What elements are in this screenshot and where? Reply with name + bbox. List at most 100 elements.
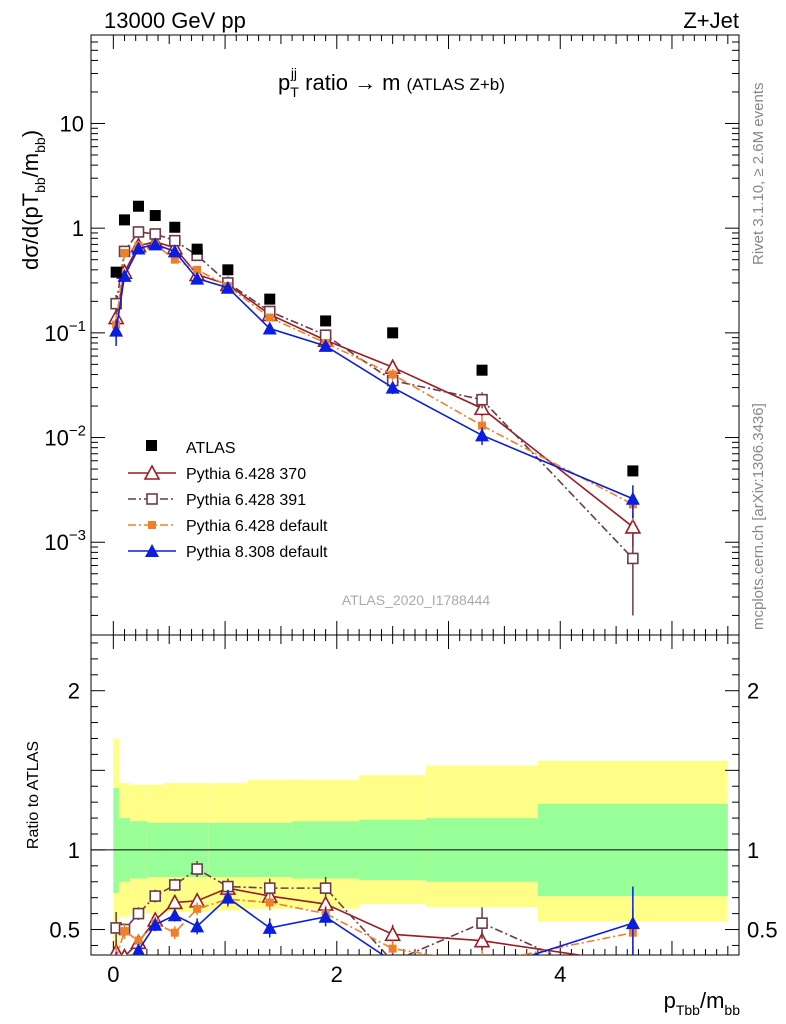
legend-marker-p370 [143, 464, 161, 480]
series-line [115, 231, 634, 560]
legend-marker-p8def [145, 544, 159, 557]
data-point [320, 315, 332, 327]
data-point [318, 338, 333, 352]
header-right: Z+Jet [683, 8, 739, 33]
data-point [110, 297, 122, 310]
data-point [475, 428, 490, 442]
data-point [265, 313, 274, 322]
data-point [220, 280, 235, 294]
data-point [190, 919, 205, 933]
legend-marker-atlas [146, 440, 157, 451]
data-point [478, 421, 487, 430]
data-point [132, 200, 144, 212]
legend-label-atlas: ATLAS [186, 440, 236, 457]
data-point [627, 465, 639, 477]
data-point [120, 248, 129, 257]
data-point [109, 323, 124, 337]
data-point [388, 956, 398, 966]
data-point [191, 243, 203, 255]
ratio-y-tick-label-right: 2 [747, 679, 759, 704]
legend-item-atlas: ATLAS [146, 440, 236, 457]
legend-label-p391: Pythia 6.428 391 [186, 492, 306, 509]
x-tick-label: 4 [554, 962, 566, 987]
ratio-y-tick-label: 0.5 [49, 918, 80, 943]
legend-marker-p6def [148, 521, 156, 529]
data-point [263, 882, 276, 894]
series-line [115, 241, 634, 528]
series-line [116, 898, 634, 955]
data-point [318, 909, 333, 923]
data-point [319, 329, 332, 341]
data-point [119, 214, 131, 226]
legend: ATLAS Pythia 6.428 370 Pythia 6.428 391 … [128, 440, 328, 561]
main-y-label: dσ/d(pTbb/mbb) [18, 130, 48, 270]
data-point [392, 954, 393, 955]
data-point [262, 920, 277, 934]
y-tick-label: 10−1 [44, 318, 86, 346]
data-point [170, 255, 179, 264]
data-point [628, 985, 638, 995]
data-point [222, 264, 234, 276]
analysis-watermark: ATLAS_2020_I1788444 [342, 592, 491, 608]
data-point [120, 927, 129, 936]
data-point [388, 370, 397, 379]
data-point [319, 882, 332, 894]
x-tick-label: 0 [107, 962, 119, 987]
data-point [387, 327, 399, 339]
data-point [120, 947, 129, 955]
data-point [475, 964, 489, 977]
y-tick-label: 10−2 [44, 423, 86, 451]
data-point [385, 380, 400, 394]
data-point [265, 898, 274, 907]
data-point [149, 890, 162, 902]
data-point [167, 908, 182, 922]
data-point [131, 241, 146, 255]
data-point [169, 221, 181, 233]
data-point [193, 265, 202, 274]
data-point [388, 944, 397, 953]
data-point [148, 237, 163, 251]
data-point [625, 916, 640, 930]
data-point [149, 210, 161, 222]
legend-item-p8def: Pythia 8.308 default [128, 544, 328, 561]
data-point [476, 393, 488, 406]
data-point [110, 266, 122, 278]
data-point [193, 904, 202, 913]
data-point [220, 890, 235, 904]
legend-item-p370: Pythia 6.428 370 [128, 464, 306, 483]
ratio-y-tick-label-right: 1 [747, 838, 759, 863]
y-tick-label: 10−3 [44, 527, 86, 555]
header-left: 13000 GeV pp [104, 8, 246, 33]
rivet-label: Rivet 3.1.10, ≥ 2.6M events [750, 83, 767, 266]
data-point [148, 917, 163, 931]
uncertainty-band-inner [113, 787, 119, 893]
ratio-y-tick-label: 1 [68, 838, 80, 863]
mcplots-label: mcplots.cern.ch [arXiv:1306.3436] [750, 403, 767, 630]
data-point [384, 925, 401, 942]
data-point [167, 244, 182, 258]
data-point [168, 234, 181, 247]
data-point [625, 491, 640, 505]
data-point [190, 271, 205, 285]
data-point [264, 293, 276, 305]
x-axis-label: pTbb/mbb [664, 988, 741, 1018]
data-point [170, 928, 179, 937]
series-pythia-8-308-default [115, 886, 640, 977]
x-tick-label: 2 [331, 962, 343, 987]
data-point [132, 907, 145, 920]
y-tick-label: 1 [72, 216, 84, 241]
main-panel: 10 1 10−1 10−2 10−3 [44, 34, 740, 636]
data-point [624, 518, 642, 534]
data-point [476, 917, 488, 929]
plot-title: pTjj ratio → m (ATLAS Z+b) [278, 65, 505, 100]
legend-marker-p391 [146, 493, 158, 505]
data-point [473, 931, 491, 948]
ratio-panel: 0.5 0.5 1 1 2 2 0 2 4 [49, 634, 778, 995]
legend-label-p6def: Pythia 6.428 default [186, 518, 328, 535]
legend-item-p391: Pythia 6.428 391 [128, 492, 306, 509]
legend-label-p370: Pythia 6.428 370 [186, 466, 306, 483]
ratio-y-tick-label-right: 0.5 [747, 918, 778, 943]
data-point [132, 226, 145, 238]
data-point [191, 863, 203, 875]
